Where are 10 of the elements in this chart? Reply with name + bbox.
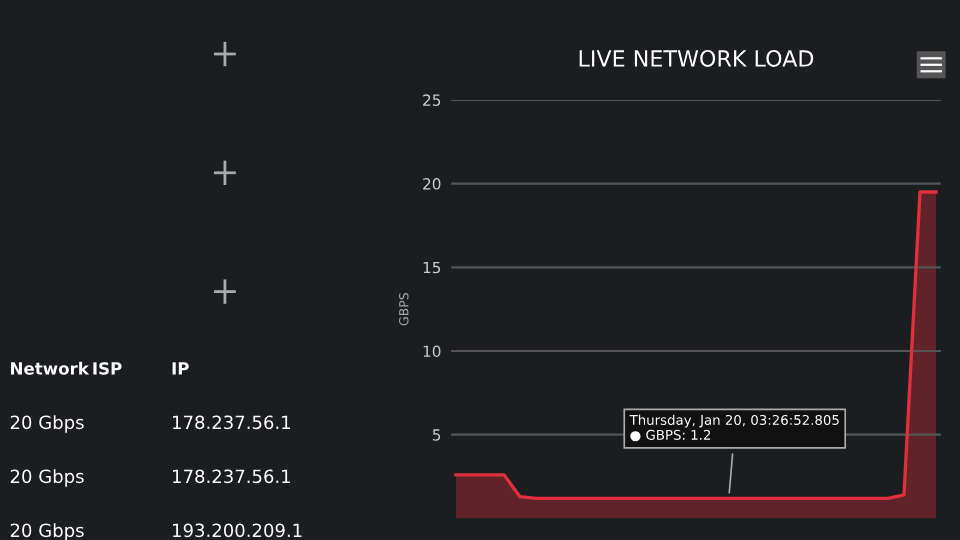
text: 20 Gbps <box>10 523 84 540</box>
text: 20 Gbps <box>10 469 84 487</box>
chart-title: LIVE NETWORK LOAD <box>579 50 814 67</box>
text: 20 Gbps <box>10 415 84 433</box>
category-label: Network <box>11 361 90 375</box>
text: 178.237.56.1 <box>173 469 291 484</box>
text: 178.237.56.1 <box>173 415 291 430</box>
text: 193.200.209.1 <box>173 523 302 538</box>
category-label: IP <box>172 362 189 375</box>
category-label: ISP <box>93 362 122 375</box>
